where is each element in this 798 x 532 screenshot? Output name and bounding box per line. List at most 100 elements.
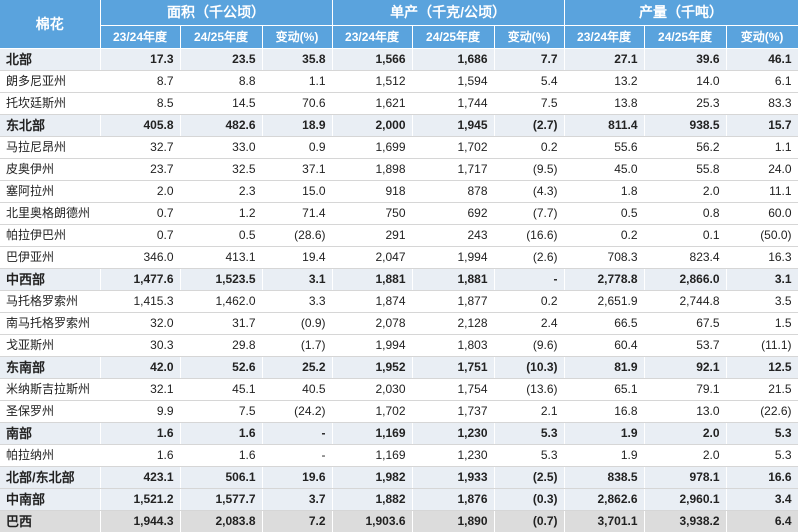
cell-yield-2324: 1,882	[332, 489, 412, 511]
cell-yield-2425: 1,890	[412, 511, 494, 532]
cell-yield-2425: 1,876	[412, 489, 494, 511]
row-label: 北部/东北部	[0, 467, 100, 489]
cell-yield-2324: 1,903.6	[332, 511, 412, 532]
cell-yield-change: (9.6)	[494, 335, 564, 357]
cell-production-2324: 66.5	[564, 313, 644, 335]
header-group-row: 棉花 面积（千公顷） 单产（千克/公顷） 产量（千吨）	[0, 0, 798, 26]
cell-area-2425: 7.5	[180, 401, 262, 423]
cell-production-change: 6.1	[726, 71, 798, 93]
cell-production-2425: 25.3	[644, 93, 726, 115]
cell-area-2324: 423.1	[100, 467, 180, 489]
cell-yield-2324: 2,078	[332, 313, 412, 335]
cell-production-change: 83.3	[726, 93, 798, 115]
cell-yield-2324: 1,566	[332, 49, 412, 71]
cell-production-2324: 0.2	[564, 225, 644, 247]
cell-production-2425: 0.8	[644, 203, 726, 225]
cell-area-change: 0.9	[262, 137, 332, 159]
cell-area-2324: 32.7	[100, 137, 180, 159]
cell-yield-change: (10.3)	[494, 357, 564, 379]
cell-yield-2425: 1,754	[412, 379, 494, 401]
cell-yield-change: (0.7)	[494, 511, 564, 532]
cell-area-2425: 8.8	[180, 71, 262, 93]
cell-yield-change: (13.6)	[494, 379, 564, 401]
cell-production-2324: 811.4	[564, 115, 644, 137]
header-yield: 单产（千克/公顷）	[332, 0, 564, 26]
cell-yield-2425: 1,594	[412, 71, 494, 93]
cell-area-2425: 45.1	[180, 379, 262, 401]
cell-production-change: (50.0)	[726, 225, 798, 247]
cell-production-2324: 2,651.9	[564, 291, 644, 313]
cell-area-2324: 2.0	[100, 181, 180, 203]
cell-production-2425: 2.0	[644, 181, 726, 203]
cell-area-2324: 9.9	[100, 401, 180, 423]
cell-area-change: (24.2)	[262, 401, 332, 423]
cell-area-change: 3.7	[262, 489, 332, 511]
cell-area-2425: 506.1	[180, 467, 262, 489]
cell-production-2425: 0.1	[644, 225, 726, 247]
cell-area-2324: 1.6	[100, 423, 180, 445]
cell-yield-2324: 1,898	[332, 159, 412, 181]
cell-area-change: 15.0	[262, 181, 332, 203]
row-label: 北里奥格朗德州	[0, 203, 100, 225]
cell-area-change: (0.9)	[262, 313, 332, 335]
cell-area-2425: 2,083.8	[180, 511, 262, 532]
cell-yield-2324: 1,952	[332, 357, 412, 379]
cell-area-2324: 1,521.2	[100, 489, 180, 511]
cell-yield-change: (2.5)	[494, 467, 564, 489]
cell-area-2324: 8.5	[100, 93, 180, 115]
cell-yield-2425: 1,744	[412, 93, 494, 115]
cell-production-change: 6.4	[726, 511, 798, 532]
cell-area-change: 37.1	[262, 159, 332, 181]
cell-area-2324: 32.1	[100, 379, 180, 401]
cell-area-2324: 17.3	[100, 49, 180, 71]
row-label: 帕拉伊巴州	[0, 225, 100, 247]
cell-production-2425: 978.1	[644, 467, 726, 489]
cell-production-change: 16.6	[726, 467, 798, 489]
row-label: 巴伊亚州	[0, 247, 100, 269]
row-label: 皮奥伊州	[0, 159, 100, 181]
header-area: 面积（千公顷）	[100, 0, 332, 26]
subheader-production-2324: 23/24年度	[564, 26, 644, 49]
cell-area-2324: 1.6	[100, 445, 180, 467]
cell-area-change: 18.9	[262, 115, 332, 137]
cell-yield-2324: 1,169	[332, 423, 412, 445]
cell-area-2425: 52.6	[180, 357, 262, 379]
row-label: 戈亚斯州	[0, 335, 100, 357]
cell-area-2425: 482.6	[180, 115, 262, 137]
cell-production-2324: 55.6	[564, 137, 644, 159]
cell-area-change: 19.4	[262, 247, 332, 269]
cell-production-2425: 823.4	[644, 247, 726, 269]
cell-yield-2324: 1,169	[332, 445, 412, 467]
cell-production-change: (11.1)	[726, 335, 798, 357]
cell-production-change: 24.0	[726, 159, 798, 181]
row-label: 南部	[0, 423, 100, 445]
cell-area-change: 40.5	[262, 379, 332, 401]
cell-yield-change: 5.3	[494, 423, 564, 445]
cell-area-2425: 413.1	[180, 247, 262, 269]
cell-area-2425: 1,523.5	[180, 269, 262, 291]
row-label: 中西部	[0, 269, 100, 291]
cell-area-2324: 0.7	[100, 225, 180, 247]
cell-production-2425: 2,744.8	[644, 291, 726, 313]
cell-yield-2324: 1,982	[332, 467, 412, 489]
cell-yield-2324: 2,000	[332, 115, 412, 137]
row-label: 帕拉纳州	[0, 445, 100, 467]
cell-production-2324: 81.9	[564, 357, 644, 379]
cell-area-2324: 1,944.3	[100, 511, 180, 532]
row-label: 马拉尼昂州	[0, 137, 100, 159]
cell-yield-2324: 1,994	[332, 335, 412, 357]
cell-production-2425: 56.2	[644, 137, 726, 159]
cell-area-change: -	[262, 445, 332, 467]
cell-production-2324: 60.4	[564, 335, 644, 357]
